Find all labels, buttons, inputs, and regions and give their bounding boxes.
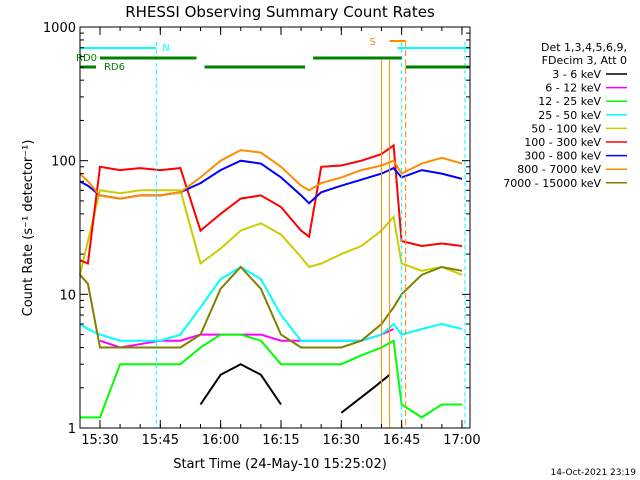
legend-label-300-800-kev: 300 - 800 keV: [524, 150, 601, 163]
legend-label-25-50-kev: 25 - 50 keV: [538, 109, 601, 122]
x-tick-label: 17:00: [443, 433, 480, 448]
series-line-800-7000-kev: [79, 149, 463, 200]
s-flag-label: S: [370, 37, 376, 48]
legend: Det 1,3,4,5,6,9, FDecim 3, Att 0 3 - 6 k…: [503, 41, 627, 190]
axis-layer: 15:30 15:45 16:00 16:15 16:30 16:45 17:00 1 10 10…: [43, 21, 481, 448]
legend-label-7000-15000-kev: 7000 - 15000 keV: [503, 177, 601, 190]
legend-label-50-100-kev: 50 - 100 keV: [531, 122, 601, 135]
x-tick-label: 16:15: [262, 433, 299, 448]
plot-frame: [79, 26, 471, 429]
y-tick-label: 100: [51, 155, 76, 170]
series-layer: [78, 143, 463, 419]
x-tick-label: 15:30: [81, 433, 118, 448]
legend-label-12-25-kev: 12 - 25 keV: [538, 95, 601, 108]
x-axis-label: Start Time (24-May-10 15:25:02): [173, 457, 387, 472]
n-flag-label: N: [162, 43, 169, 54]
series-line-3-6-kev: [199, 363, 391, 414]
legend-header-line-2: FDecim 3, Att 0: [542, 54, 627, 67]
legend-label-3-6-kev: 3 - 6 keV: [552, 68, 601, 81]
series-line-7000-15000-kev: [79, 265, 463, 349]
x-tick-label: 15:45: [142, 433, 179, 448]
x-tick-label: 16:45: [383, 433, 420, 448]
series-line-100-300-kev: [79, 143, 463, 265]
series-line-300-800-kev: [79, 159, 463, 205]
legend-label-800-7000-kev: 800 - 7000 keV: [517, 163, 601, 176]
x-tick-label: 16:00: [202, 433, 239, 448]
rd0-label: RD0: [76, 53, 97, 64]
legend-label-100-300-kev: 100 - 300 keV: [524, 136, 601, 149]
footer-timestamp: 14-Oct-2021 23:19: [551, 468, 637, 478]
rd6-label: RD6: [104, 62, 125, 73]
marker-layer: N S RD0 RD6: [76, 37, 470, 428]
legend-label-6-12-kev: 6 - 12 keV: [545, 82, 601, 95]
y-tick-label: 10: [59, 288, 76, 303]
chart-title: RHESSI Observing Summary Count Rates: [125, 3, 435, 21]
series-line-25-50-kev: [79, 265, 463, 342]
y-tick-label: 1: [68, 422, 76, 437]
series-line-12-25-kev: [79, 333, 462, 419]
y-tick-label: 1000: [43, 21, 76, 36]
x-tick-label: 16:30: [323, 433, 360, 448]
y-axis-label: Count Rate (s⁻¹ detector⁻¹): [21, 140, 36, 317]
legend-header-line-1: Det 1,3,4,5,6,9,: [541, 41, 627, 54]
series-line-50-100-kev: [78, 189, 463, 276]
